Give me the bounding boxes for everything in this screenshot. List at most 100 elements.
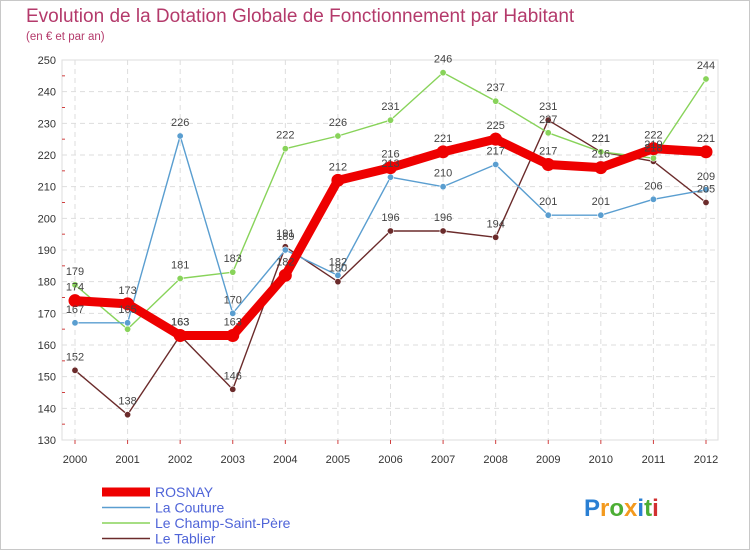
x-tick-label: 2000 — [63, 454, 87, 466]
data-label-le-tablier: 163 — [171, 317, 189, 329]
x-tick-label: 2010 — [589, 454, 613, 466]
chart-title: Evolution de la Dotation Globale de Fonc… — [26, 6, 575, 27]
data-point-la-couture — [386, 173, 394, 181]
data-point-la-couture — [439, 183, 447, 191]
y-tick-label: 200 — [38, 213, 56, 225]
data-point-rosnay — [384, 161, 397, 175]
data-label-le-champ-saint-pere: 237 — [486, 82, 504, 94]
x-tick-label: 2009 — [536, 454, 560, 466]
data-point-rosnay — [331, 173, 345, 187]
data-point-rosnay — [646, 142, 660, 156]
x-tick-label: 2001 — [115, 454, 139, 466]
data-label-le-champ-saint-pere: 181 — [171, 260, 189, 272]
data-label-la-couture: 170 — [224, 294, 242, 306]
data-point-le-champ-saint-pere — [492, 97, 500, 105]
data-label-rosnay: 212 — [329, 161, 347, 173]
data-point-rosnay — [594, 161, 608, 175]
chart-subtitle: (en € et par an) — [26, 31, 105, 43]
data-point-le-tablier — [124, 411, 132, 419]
data-label-le-tablier: 196 — [434, 212, 452, 224]
y-tick-label: 180 — [38, 277, 56, 289]
data-label-rosnay: 216 — [592, 149, 610, 161]
data-label-le-tablier: 221 — [592, 133, 610, 145]
x-tick-label: 2002 — [168, 454, 192, 466]
data-point-la-couture — [176, 132, 184, 140]
series-rosnay — [68, 132, 713, 342]
data-label-le-tablier: 180 — [329, 263, 347, 275]
data-point-le-champ-saint-pere — [702, 75, 710, 83]
data-label-le-tablier: 196 — [381, 212, 399, 224]
data-point-le-champ-saint-pere — [176, 274, 184, 282]
data-label-la-couture: 206 — [644, 180, 662, 192]
data-label-le-champ-saint-pere: 226 — [329, 117, 347, 129]
data-point-la-couture — [334, 271, 342, 279]
data-point-le-champ-saint-pere — [71, 281, 79, 289]
data-label-le-tablier: 218 — [644, 142, 662, 154]
data-point-rosnay — [173, 329, 187, 342]
x-tick-label: 2005 — [326, 454, 350, 466]
data-point-le-tablier — [544, 116, 552, 124]
data-point-la-couture — [71, 319, 79, 327]
y-tick-label: 130 — [38, 435, 56, 447]
data-label-le-champ-saint-pere: 179 — [66, 266, 84, 278]
x-tick-label: 2004 — [273, 454, 297, 466]
data-point-le-champ-saint-pere — [334, 132, 342, 140]
data-label-le-tablier: 138 — [118, 396, 136, 408]
data-label-le-champ-saint-pere: 227 — [539, 114, 557, 126]
data-label-le-champ-saint-pere: 219 — [644, 139, 662, 151]
data-point-la-couture — [597, 211, 605, 219]
data-label-la-couture: 167 — [66, 304, 84, 316]
x-tick-label: 2008 — [483, 454, 507, 466]
proxiti-logo: Proxiti — [584, 495, 659, 522]
data-point-le-tablier — [334, 278, 342, 286]
data-point-le-champ-saint-pere — [544, 129, 552, 137]
data-label-le-champ-saint-pere: 231 — [381, 101, 399, 113]
data-label-le-tablier: 194 — [486, 218, 504, 230]
data-point-rosnay — [121, 297, 135, 311]
series-la-couture — [71, 132, 710, 327]
data-point-le-tablier — [386, 227, 394, 235]
data-label-rosnay: 174 — [66, 282, 84, 294]
data-label-la-couture: 209 — [697, 171, 715, 183]
data-label-le-champ-saint-pere: 221 — [592, 133, 610, 145]
y-tick-label: 150 — [38, 372, 56, 384]
x-tick-label: 2012 — [694, 454, 718, 466]
gridlines — [61, 59, 719, 441]
data-point-la-couture — [702, 186, 710, 194]
data-point-le-champ-saint-pere — [124, 325, 132, 333]
data-label-rosnay: 217 — [539, 146, 557, 158]
x-tick-label: 2007 — [431, 454, 455, 466]
data-label-la-couture: 210 — [434, 168, 452, 180]
x-tick-label: 2006 — [378, 454, 402, 466]
data-point-le-tablier — [229, 385, 237, 393]
data-point-le-champ-saint-pere — [229, 268, 237, 276]
data-point-la-couture — [281, 246, 289, 254]
data-point-rosnay — [68, 294, 82, 308]
data-point-le-champ-saint-pere — [439, 69, 447, 77]
data-label-rosnay: 182 — [276, 256, 294, 268]
data-point-rosnay — [699, 145, 713, 159]
data-label-rosnay: 225 — [486, 120, 504, 132]
data-label-la-couture: 189 — [276, 231, 294, 243]
data-label-rosnay: 221 — [697, 133, 715, 145]
data-label-le-tablier: 231 — [539, 101, 557, 113]
data-point-le-champ-saint-pere — [386, 116, 394, 124]
legend-label-la-couture: La Couture — [155, 500, 224, 516]
y-tick-label: 230 — [38, 118, 56, 130]
data-point-le-tablier — [439, 227, 447, 235]
data-label-rosnay: 163 — [224, 317, 242, 329]
data-point-la-couture — [229, 309, 237, 317]
data-point-rosnay — [489, 132, 503, 146]
data-label-le-champ-saint-pere: 244 — [697, 60, 715, 72]
x-tick-label: 2003 — [221, 454, 245, 466]
data-label-le-tablier: 205 — [697, 184, 715, 196]
data-point-rosnay — [278, 268, 292, 282]
data-label-le-tablier: 146 — [224, 370, 242, 382]
y-tick-label: 140 — [38, 403, 56, 415]
data-label-la-couture: 165 — [118, 304, 136, 316]
data-labels: 174 173 163 163 182 212 216 221 225 217 216 222 221 1… — [66, 54, 715, 408]
